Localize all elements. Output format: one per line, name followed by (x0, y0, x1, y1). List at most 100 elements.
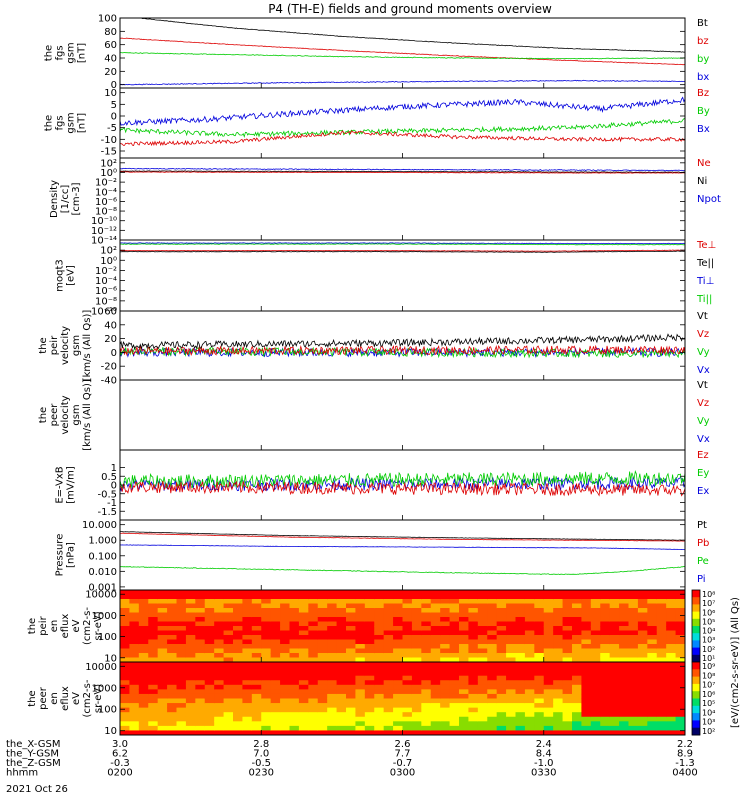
heatmap-cell (553, 675, 564, 681)
legend-entry: Pi (697, 574, 706, 585)
x-tick-label: 3.0 (112, 739, 128, 750)
heatmap-cell (204, 612, 215, 618)
heatmap-cell (402, 666, 413, 672)
heatmap-cell (515, 712, 526, 718)
heatmap-cell (562, 675, 573, 681)
heatmap-cell (327, 590, 338, 596)
heatmap-cell (364, 662, 375, 668)
heatmap-cell (581, 648, 592, 654)
heatmap-cell (590, 671, 601, 677)
legend-entry: Vz (697, 398, 709, 409)
heatmap-cell (468, 721, 479, 727)
legend-entry: Ti⊥ (696, 276, 714, 287)
heatmap-cell (619, 621, 630, 627)
heatmap-cell (120, 599, 131, 605)
heatmap-cell (647, 635, 658, 641)
heatmap-cell (487, 698, 498, 704)
heatmap-cell (543, 693, 554, 700)
heatmap-cell (421, 617, 432, 623)
heatmap-cell (223, 630, 234, 636)
heatmap-cell (562, 712, 573, 718)
heatmap-cell (157, 608, 168, 614)
heatmap-cell (364, 698, 375, 704)
x-tick-label: -0.5 (251, 758, 271, 769)
heatmap-cell (506, 608, 517, 614)
heatmap-cell (421, 730, 432, 735)
heatmap-cell (656, 680, 667, 686)
x-tick-label: 2.2 (677, 739, 693, 750)
heatmap-cell (524, 712, 535, 718)
heatmap-cell (204, 626, 215, 632)
heatmap-cell (647, 594, 658, 600)
heatmap-cell (590, 590, 601, 596)
heatmap-cell (590, 639, 601, 645)
heatmap-cell (675, 608, 685, 614)
heatmap-cell (383, 689, 394, 695)
heatmap-cell (129, 662, 140, 668)
heatmap-cell (562, 653, 573, 659)
heatmap-cell (223, 648, 234, 654)
heatmap-cell (280, 698, 291, 704)
heatmap-cell (506, 612, 517, 618)
panel-pressure: PtPbPePi10.0001.0000.1000.0100.001Pressu… (55, 519, 709, 593)
heatmap-cell (223, 599, 234, 605)
heatmap-cell (553, 721, 564, 727)
heatmap-cell (289, 662, 300, 668)
heatmap-cell (496, 630, 507, 636)
heatmap-cell (628, 680, 639, 686)
heatmap-cell (421, 608, 432, 614)
heatmap-cell (637, 630, 648, 636)
y-tick-label: 10⁻⁸ (95, 207, 117, 218)
heatmap-cell (346, 617, 357, 623)
heatmap-cell (233, 666, 244, 672)
heatmap-cell (524, 689, 535, 695)
heatmap-cell (176, 698, 187, 704)
heatmap-cell (280, 657, 291, 662)
heatmap-cell (440, 648, 451, 654)
y-tick-label: 10⁰ (100, 168, 117, 179)
heatmap-cell (251, 630, 262, 636)
heatmap-cell (468, 590, 479, 596)
heatmap-cell (138, 730, 149, 735)
heatmap-cell (346, 675, 357, 681)
colorbar-tick: 10⁷ (702, 599, 715, 608)
heatmap-cell (148, 648, 159, 654)
heatmap-cell (515, 617, 526, 623)
y-axis-label: [cm-3] (71, 182, 82, 215)
heatmap-cell (289, 653, 300, 659)
heatmap-cell (336, 675, 347, 681)
heatmap-cell (393, 680, 404, 686)
heatmap-cell (251, 626, 262, 632)
heatmap-cell (280, 712, 291, 718)
heatmap-cell (346, 712, 357, 718)
heatmap-cell (609, 626, 620, 632)
heatmap-cell (496, 671, 507, 677)
heatmap-cell (666, 725, 677, 732)
heatmap-cell (647, 608, 658, 614)
y-tick-label: 10 (104, 88, 117, 99)
heatmap-cell (242, 594, 253, 600)
heatmap-cell (242, 671, 253, 677)
heatmap-cell (440, 621, 451, 627)
heatmap-cell (581, 635, 592, 641)
heatmap-cell (270, 693, 281, 700)
heatmap-cell (176, 689, 187, 695)
heatmap-cell (487, 603, 498, 609)
heatmap-cell (411, 693, 422, 700)
heatmap-cell (374, 635, 385, 641)
heatmap-cell (327, 725, 338, 732)
heatmap-cell (647, 698, 658, 704)
heatmap-cell (120, 617, 131, 623)
heatmap-cell (468, 684, 479, 690)
heatmap-cell (251, 730, 262, 735)
heatmap-cell (647, 689, 658, 695)
heatmap-cell (185, 671, 196, 677)
heatmap-cell (129, 671, 140, 677)
heatmap-cell (223, 684, 234, 690)
heatmap-cell (195, 594, 206, 600)
y-tick-label: 0.001 (88, 582, 117, 593)
heatmap-cell (675, 626, 685, 632)
heatmap-cell (374, 662, 385, 668)
heatmap-cell (336, 680, 347, 686)
heatmap-cell (496, 689, 507, 695)
